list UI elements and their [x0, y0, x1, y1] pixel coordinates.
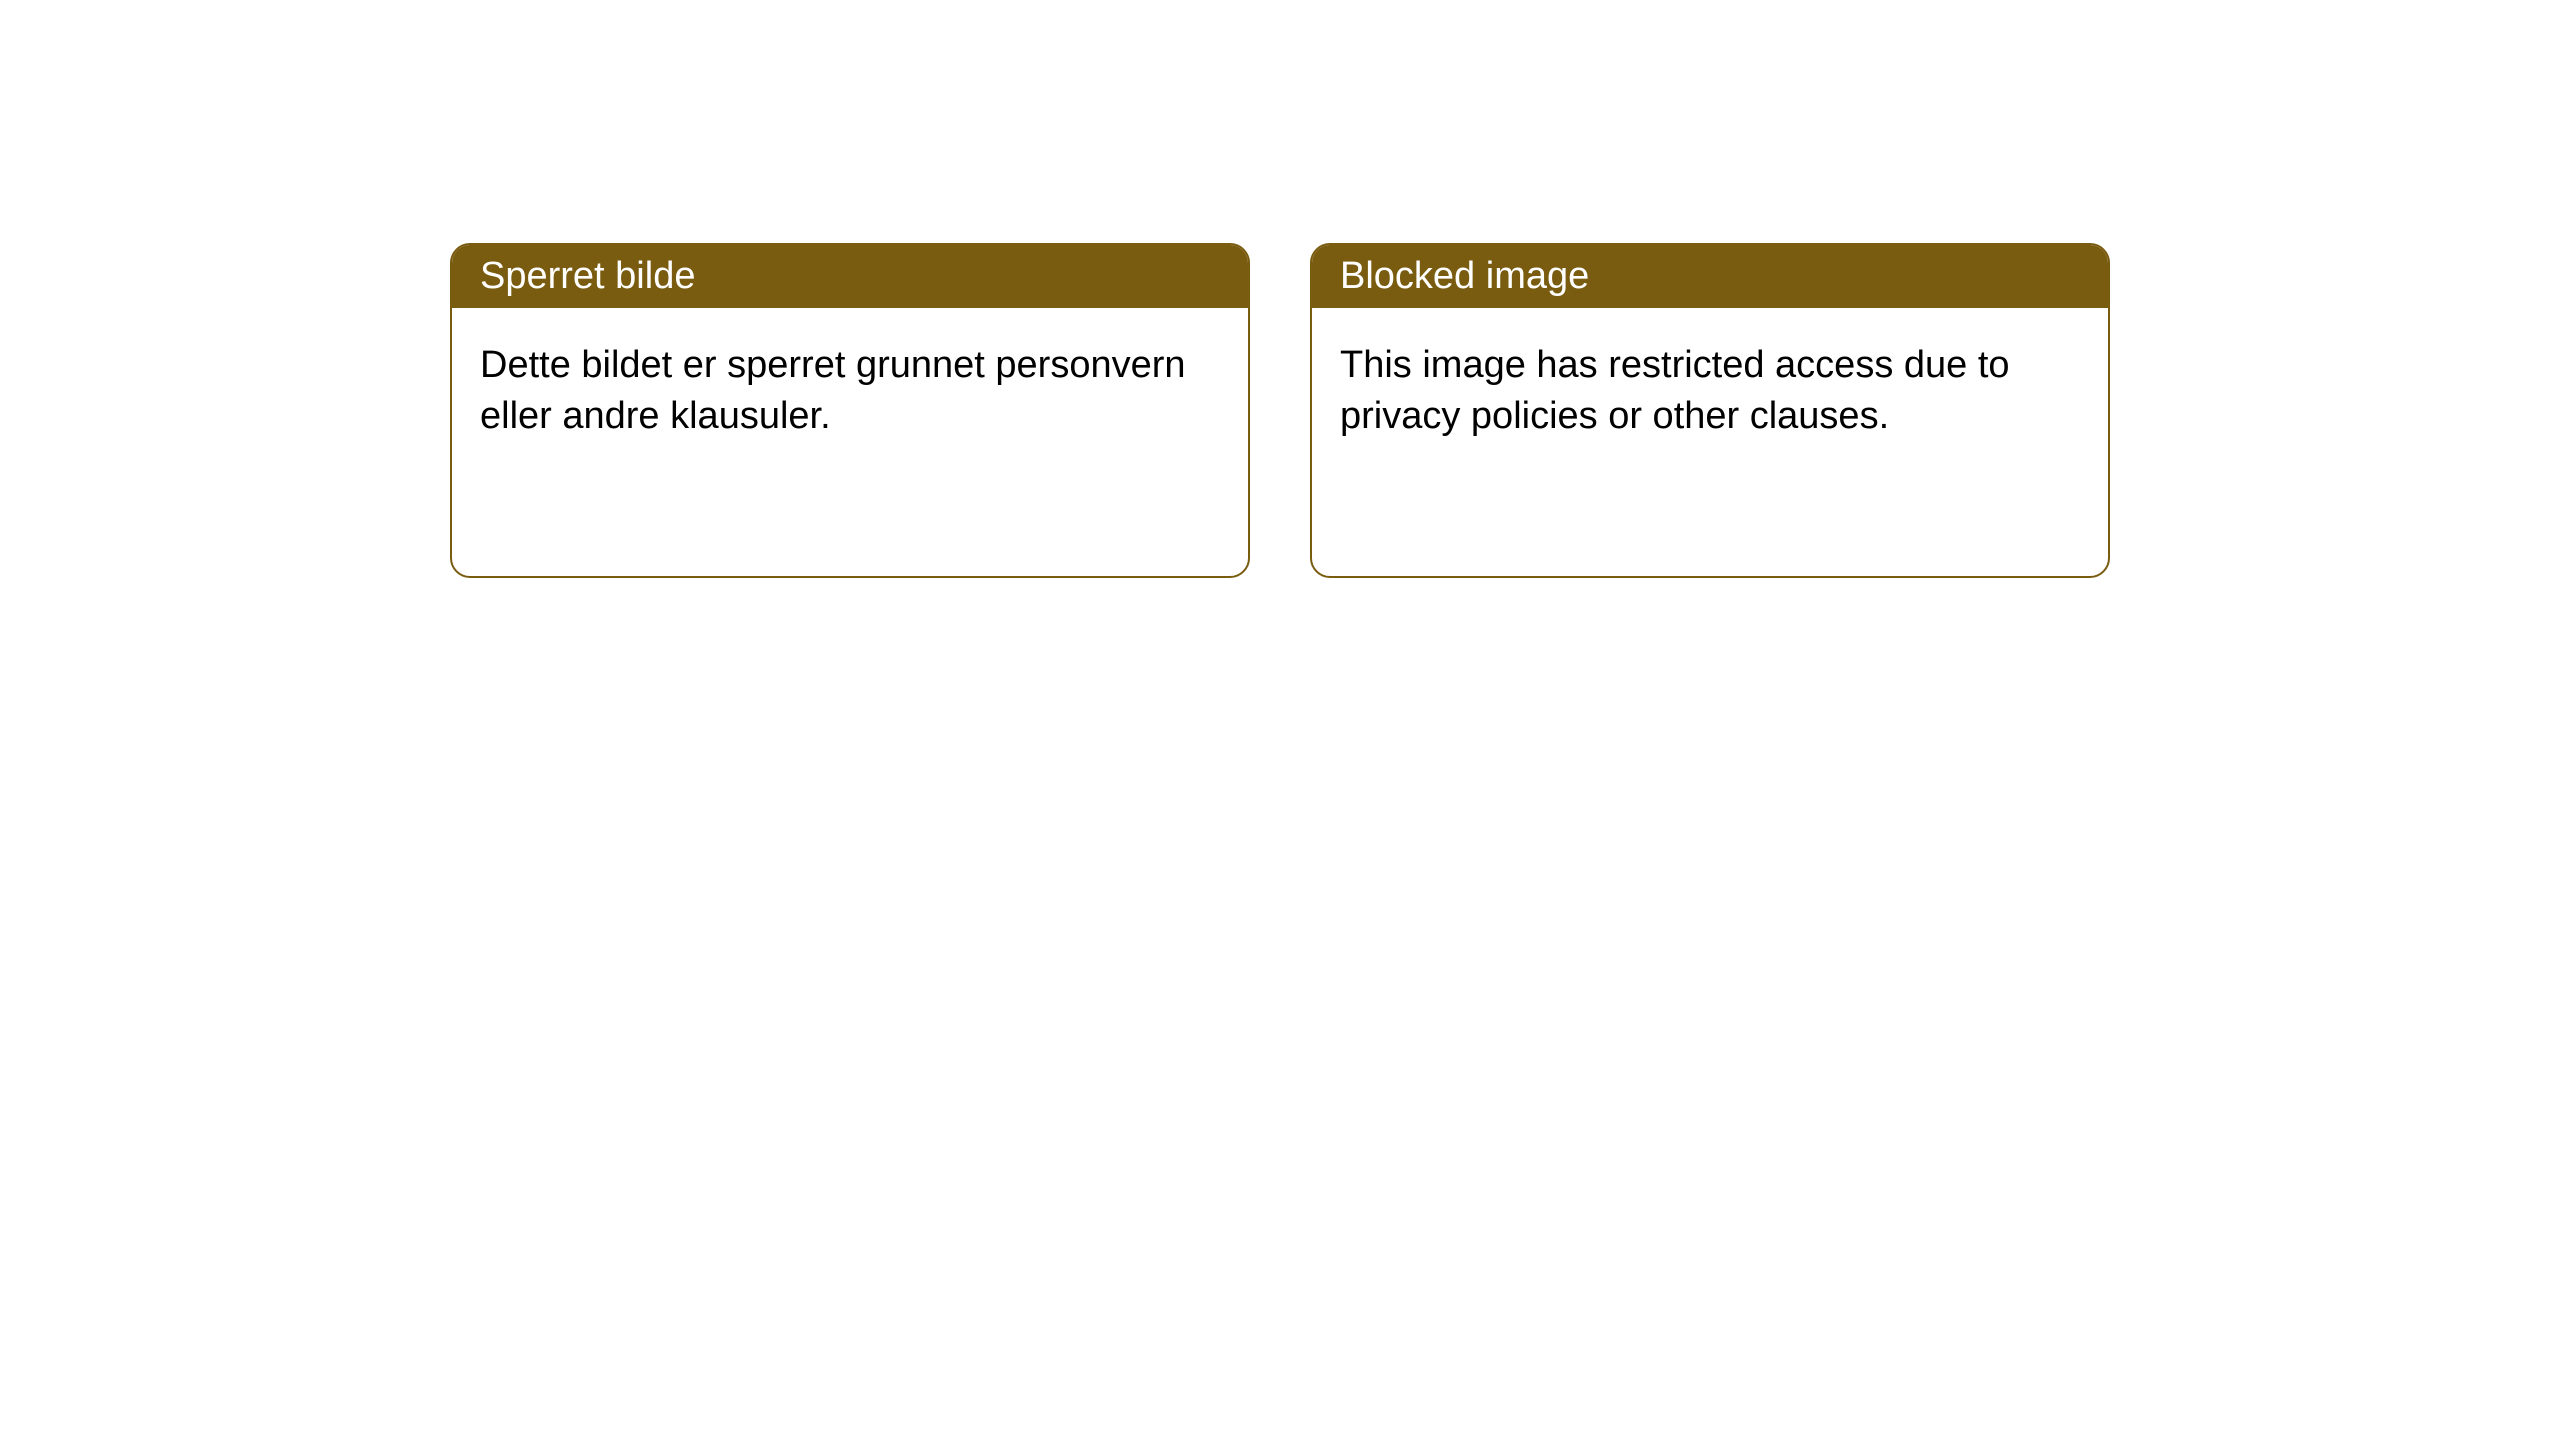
card-body-text: This image has restricted access due to … — [1340, 344, 2010, 437]
card-header: Sperret bilde — [452, 245, 1248, 308]
card-title: Blocked image — [1340, 255, 1589, 297]
card-title: Sperret bilde — [480, 255, 695, 297]
notice-container: Sperret bilde Dette bildet er sperret gr… — [0, 0, 2560, 578]
card-body: This image has restricted access due to … — [1312, 308, 2108, 475]
card-header: Blocked image — [1312, 245, 2108, 308]
notice-card-norwegian: Sperret bilde Dette bildet er sperret gr… — [450, 243, 1250, 578]
card-body: Dette bildet er sperret grunnet personve… — [452, 308, 1248, 475]
notice-card-english: Blocked image This image has restricted … — [1310, 243, 2110, 578]
card-body-text: Dette bildet er sperret grunnet personve… — [480, 344, 1186, 437]
